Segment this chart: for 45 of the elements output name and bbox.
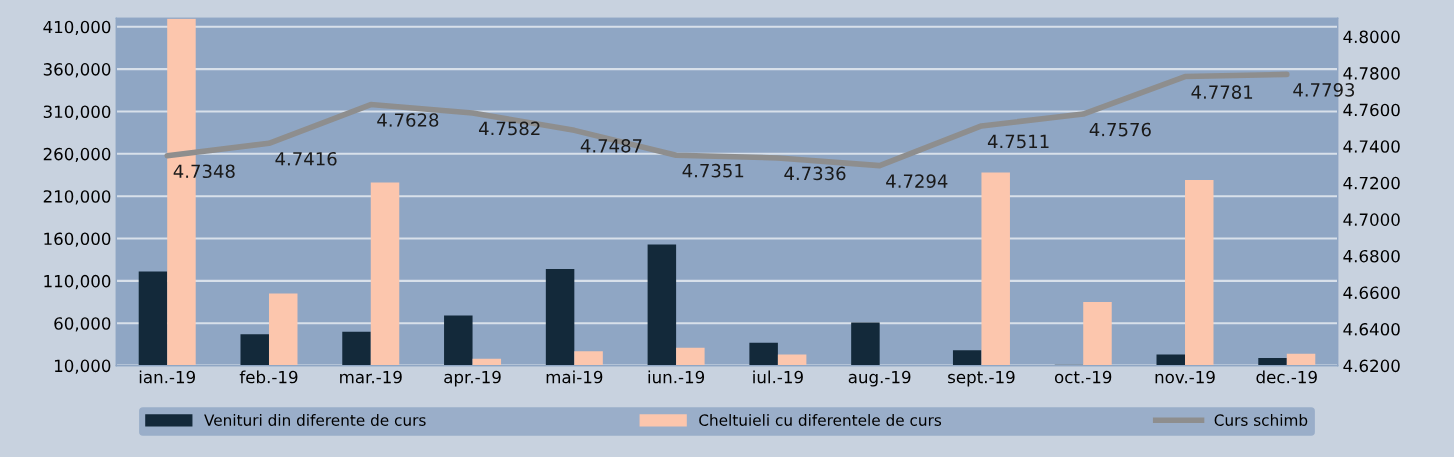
y2-tick-label: 4.6800 <box>1343 249 1400 263</box>
x-tick-label: dec.-19 <box>1256 370 1317 384</box>
x-tick-label: oct.-19 <box>1054 370 1112 384</box>
legend-label: Curs schimb <box>1214 414 1308 426</box>
data-label: 4.7487 <box>580 138 642 153</box>
data-label: 4.7582 <box>478 121 540 136</box>
x-tick-label: mai-19 <box>546 370 603 384</box>
y2-tick-label: 4.8000 <box>1343 30 1400 44</box>
data-label: 4.7336 <box>784 166 846 181</box>
y2-tick-label: 4.7000 <box>1343 213 1400 226</box>
y-tick-label: 160,000 <box>44 232 111 247</box>
data-label: 4.7781 <box>1191 85 1253 99</box>
y-tick-label: 410,000 <box>43 20 111 36</box>
y-tick-label: 110,000 <box>44 274 111 290</box>
data-label: 4.7351 <box>682 163 744 178</box>
x-tick-label: iul.-19 <box>753 370 803 384</box>
y2-tick-label: 4.6200 <box>1343 359 1400 373</box>
y2-tick-label: 4.6600 <box>1343 286 1400 300</box>
legend-label: Venituri din diferente de curs <box>204 414 426 426</box>
data-label: 4.7294 <box>886 174 948 188</box>
y-tick-label: 210,000 <box>43 190 111 205</box>
y2-tick-label: 4.7800 <box>1343 67 1400 80</box>
y-tick-label: 310,000 <box>43 105 111 120</box>
data-label: 4.7416 <box>275 151 337 166</box>
y2-tick-label: 4.6400 <box>1343 323 1400 336</box>
y-tick-label: 60,000 <box>54 317 111 332</box>
y-tick-label: 260,000 <box>43 147 111 163</box>
x-tick-label: ian.-19 <box>139 370 195 384</box>
x-tick-label: nov.-19 <box>1155 370 1215 384</box>
x-tick-label: apr.-19 <box>444 370 501 387</box>
data-label: 4.7628 <box>377 113 439 127</box>
x-tick-label: aug.-19 <box>848 370 911 387</box>
x-tick-label: sept.-19 <box>948 370 1015 387</box>
x-tick-label: mar.-19 <box>340 370 402 384</box>
y-tick-label: 10,000 <box>54 359 111 374</box>
y2-tick-label: 4.7400 <box>1343 140 1400 153</box>
data-label: 4.7793 <box>1293 83 1355 97</box>
legend-label: Cheltuieli cu diferentele de curs <box>699 414 942 426</box>
x-tick-label: iun.-19 <box>648 370 705 384</box>
y2-tick-label: 4.7600 <box>1343 103 1400 117</box>
x-tick-label: feb.-19 <box>239 370 298 384</box>
data-label: 4.7576 <box>1089 122 1151 137</box>
y2-tick-label: 4.7200 <box>1343 176 1400 190</box>
y-tick-label: 360,000 <box>43 63 111 78</box>
data-label: 4.7511 <box>987 134 1049 149</box>
